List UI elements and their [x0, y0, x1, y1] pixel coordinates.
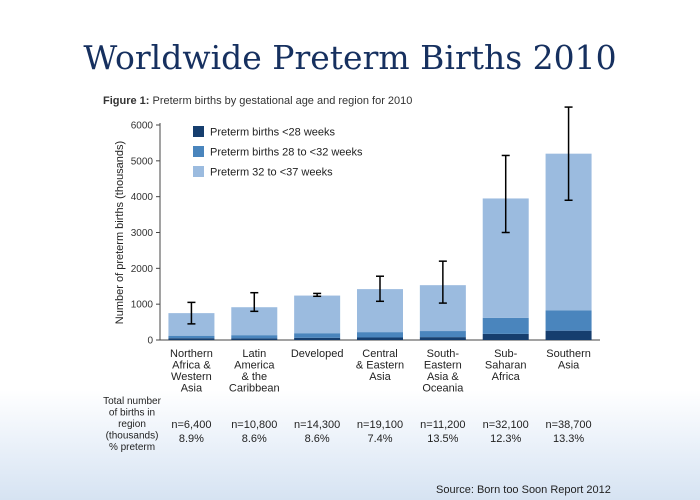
bar-segment — [231, 335, 278, 339]
category-label: South- — [427, 348, 460, 360]
legend-swatch — [193, 166, 204, 177]
legend-label: Preterm births 28 to <32 weeks — [210, 147, 363, 159]
figure-caption-prefix: Figure 1: — [103, 95, 150, 107]
y-tick-label: 4000 — [131, 192, 154, 203]
category-label: Africa & — [172, 360, 211, 372]
table-row-label: (thousands) — [106, 431, 159, 442]
total-births-value: n=38,700 — [545, 419, 591, 431]
bar-segment — [482, 317, 529, 334]
legend-label: Preterm births <28 weeks — [210, 127, 336, 139]
y-tick-label: 5000 — [131, 156, 154, 167]
category-label: Caribbean — [229, 383, 280, 395]
background-gradient — [0, 390, 700, 500]
figure-caption: Figure 1: Preterm births by gestational … — [103, 95, 412, 107]
category-label: Saharan — [485, 360, 527, 372]
bar-segment — [419, 331, 466, 338]
bar-segment — [545, 310, 592, 331]
percent-preterm-value: 8.6% — [242, 433, 267, 445]
total-births-value: n=11,200 — [420, 419, 465, 431]
y-tick-label: 3000 — [131, 228, 154, 239]
percent-preterm-value: 8.9% — [179, 433, 204, 445]
figure-caption-text: Preterm births by gestational age and re… — [149, 95, 413, 107]
category-label: Asia — [558, 360, 580, 372]
legend-swatch — [193, 126, 204, 137]
table-row-label: Total number — [103, 396, 161, 407]
bar-segment — [482, 333, 529, 340]
category-label: Asia — [369, 371, 391, 383]
legend-label: Preterm 32 to <37 weeks — [210, 167, 333, 179]
y-tick-label: 1000 — [131, 300, 154, 311]
category-label: Latin — [242, 348, 266, 360]
preterm-births-chart: 0 1000 2000 3000 4000 5000 6000 Number of prete… — [103, 106, 600, 453]
bar-segment — [168, 335, 215, 339]
bar-segment — [357, 337, 403, 340]
bar-segment — [545, 330, 592, 340]
table-row-label: of births in — [109, 408, 155, 419]
bar-segment — [168, 338, 215, 340]
source-citation: Source: Born too Soon Report 2012 — [436, 484, 611, 496]
category-label: & Eastern — [356, 360, 404, 372]
percent-preterm-value: 12.3% — [490, 433, 521, 445]
total-births-value: n=19,100 — [357, 419, 403, 431]
total-births-value: n=14,300 — [294, 419, 340, 431]
table-row-label: % preterm — [109, 442, 155, 453]
category-label: Sub- — [494, 348, 518, 360]
bar-segment — [294, 337, 341, 340]
total-births-value: n=6,400 — [171, 419, 211, 431]
table-row-label: region — [118, 419, 146, 430]
category-label: Eastern — [424, 360, 462, 372]
category-label: & the — [241, 371, 267, 383]
y-tick-label: 0 — [147, 336, 153, 347]
bar-segment — [419, 337, 466, 340]
slide-title: Worldwide Preterm Births 2010 — [83, 38, 617, 77]
bar-segment — [294, 295, 341, 334]
category-label: Central — [362, 348, 397, 360]
y-tick-label: 6000 — [131, 121, 154, 132]
category-label: Developed — [291, 348, 344, 360]
total-births-value: n=10,800 — [231, 419, 277, 431]
category-label: Western — [171, 371, 212, 383]
category-label: Southern — [546, 348, 591, 360]
percent-preterm-value: 7.4% — [367, 433, 392, 445]
percent-preterm-value: 13.3% — [553, 433, 584, 445]
total-births-value: n=32,100 — [483, 419, 529, 431]
bar-segment — [294, 333, 341, 338]
y-tick-label: 2000 — [131, 264, 154, 275]
category-label: Oceania — [422, 383, 464, 395]
category-label: Asia — [181, 383, 203, 395]
category-label: Asia & — [427, 371, 459, 383]
legend-swatch — [193, 146, 204, 157]
category-label: Africa — [492, 371, 521, 383]
bar-segment — [231, 338, 278, 340]
percent-preterm-value: 8.6% — [305, 433, 330, 445]
category-label: Northern — [170, 348, 213, 360]
y-axis-label: Number of preterm births (thousands) — [114, 141, 126, 324]
category-label: America — [234, 360, 275, 372]
percent-preterm-value: 13.5% — [427, 433, 458, 445]
bar-segment — [357, 332, 403, 338]
